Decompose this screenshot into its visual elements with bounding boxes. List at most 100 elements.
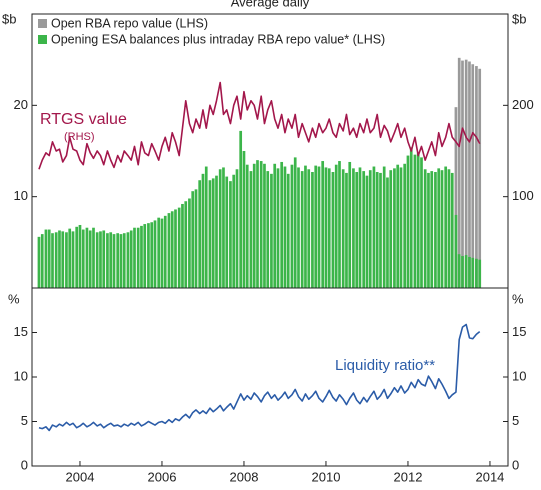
- bar: [352, 168, 355, 288]
- y-tick-label: 10: [14, 368, 28, 383]
- bar: [297, 167, 300, 288]
- bar: [403, 163, 407, 288]
- bar: [112, 234, 116, 288]
- bar: [286, 173, 290, 288]
- x-tick-label: 2012: [394, 469, 423, 484]
- bar: [88, 230, 92, 288]
- bar: [420, 157, 423, 288]
- bar: [290, 164, 294, 288]
- bar: [143, 224, 147, 288]
- bar: [222, 167, 225, 288]
- bar: [471, 257, 475, 288]
- bar: [65, 232, 68, 288]
- bar: [47, 229, 51, 288]
- bar: [163, 215, 167, 288]
- bar: [358, 167, 362, 288]
- bar: [386, 177, 389, 288]
- bar: [454, 107, 458, 288]
- y-axis-unit: %: [8, 291, 20, 306]
- bar: [368, 170, 372, 288]
- bar: [95, 232, 99, 288]
- bar: [119, 234, 123, 288]
- bar: [259, 161, 263, 288]
- y2-tick-label: 5: [512, 413, 519, 428]
- y2-axis-unit: $b: [512, 11, 526, 26]
- bar: [434, 172, 437, 288]
- bar: [304, 165, 307, 288]
- bar: [75, 226, 79, 288]
- bar: [406, 155, 410, 288]
- bar: [468, 61, 471, 288]
- bar: [102, 230, 106, 288]
- bar: [58, 230, 61, 288]
- y2-tick-label: 200: [512, 97, 534, 112]
- x-tick-label: 2006: [148, 469, 177, 484]
- bar: [416, 152, 420, 288]
- legend-label: Opening ESA balances plus intraday RBA r…: [51, 32, 385, 46]
- bar: [140, 225, 143, 288]
- bar: [191, 191, 195, 288]
- bar: [440, 170, 444, 288]
- bar: [444, 166, 448, 288]
- bar: [457, 57, 461, 289]
- bar: [334, 164, 338, 288]
- bar: [327, 168, 331, 288]
- bar: [188, 198, 191, 288]
- bar: [270, 173, 273, 288]
- bar: [314, 165, 318, 288]
- bar: [478, 259, 482, 288]
- bar: [242, 151, 246, 288]
- bar: [44, 229, 48, 288]
- legend-swatch: [38, 35, 47, 44]
- bar: [263, 163, 266, 288]
- bar: [382, 166, 386, 288]
- bar: [160, 218, 164, 288]
- legend-swatch: [38, 19, 47, 28]
- bar: [181, 203, 184, 288]
- bar: [133, 227, 136, 288]
- bar: [71, 231, 75, 288]
- line: [38, 81, 481, 170]
- bar: [468, 256, 471, 288]
- bar: [147, 223, 150, 288]
- bar: [157, 217, 161, 288]
- bar: [457, 254, 461, 288]
- bar: [311, 172, 314, 288]
- bar: [249, 171, 253, 288]
- bar: [201, 173, 205, 288]
- bar: [450, 172, 454, 288]
- bar: [379, 172, 382, 288]
- bar: [475, 66, 478, 288]
- bar: [447, 169, 451, 288]
- bar: [478, 68, 482, 288]
- bar: [194, 189, 198, 288]
- bar: [375, 172, 379, 288]
- bar: [225, 176, 229, 288]
- bar: [464, 255, 468, 288]
- bar: [78, 224, 82, 288]
- annotation: (RHS): [64, 131, 95, 143]
- bar: [413, 154, 417, 288]
- bar: [167, 213, 171, 288]
- bar: [393, 168, 396, 288]
- y2-tick-label: 10: [512, 368, 526, 383]
- bar: [321, 161, 325, 288]
- bar: [362, 171, 366, 288]
- bar: [324, 167, 328, 288]
- y-tick-label: 10: [14, 188, 28, 203]
- bar: [437, 168, 441, 288]
- bar: [92, 227, 95, 288]
- bar: [170, 211, 174, 288]
- bar: [399, 167, 403, 288]
- bar: [85, 227, 89, 288]
- bar: [300, 171, 304, 288]
- bar: [256, 160, 259, 288]
- y-tick-label: 20: [14, 97, 28, 112]
- y2-tick-label: 15: [512, 324, 526, 339]
- bar: [345, 172, 348, 288]
- bar: [40, 234, 44, 288]
- bar: [239, 130, 243, 288]
- bar: [136, 227, 140, 288]
